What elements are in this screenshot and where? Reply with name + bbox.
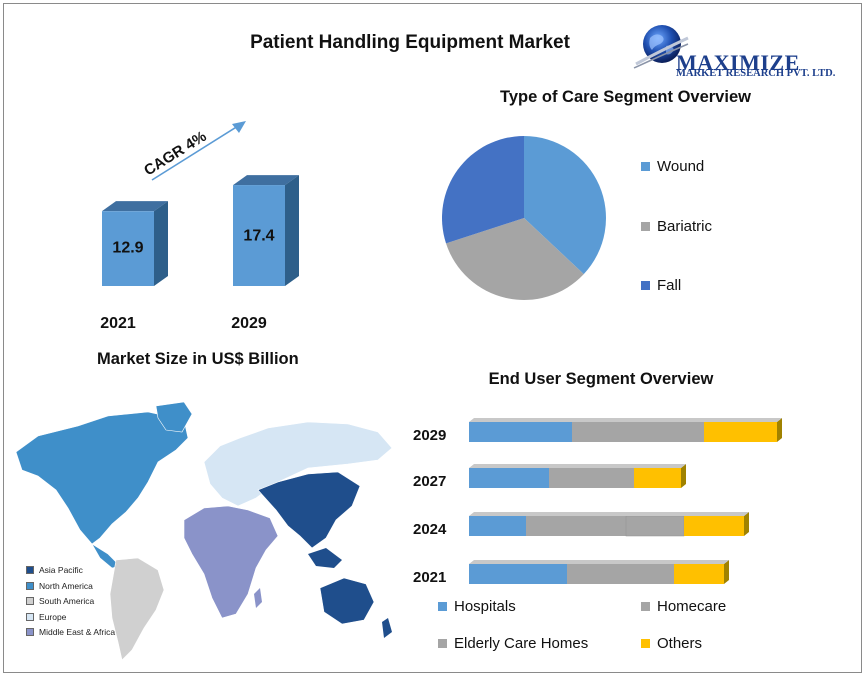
- map-legend-item: Europe: [26, 612, 66, 622]
- stack-segment-others: [704, 422, 777, 442]
- stack-segment-others: [634, 468, 681, 488]
- stack-top-cap: [469, 560, 729, 564]
- pie-slice-fall: [442, 136, 524, 244]
- cagr-label: CAGR 4%: [141, 128, 209, 180]
- stack-row-2024: [469, 512, 749, 537]
- map-legend-label: North America: [39, 580, 93, 591]
- map-legend-label: South America: [39, 596, 95, 606]
- bar-2021: [102, 201, 168, 286]
- map-region-greenland: [155, 401, 193, 433]
- stacked-legend-item: Hospitals: [438, 598, 516, 615]
- legend-label: Fall: [657, 277, 682, 294]
- map-legend-swatch: [26, 581, 34, 590]
- stack-row-2027: [469, 464, 686, 488]
- world-map: [15, 401, 393, 661]
- stack-end-cap: [744, 512, 749, 536]
- legend-swatch: [438, 639, 447, 648]
- map-legend-swatch: [26, 597, 34, 605]
- map-region-south-america: [109, 557, 165, 661]
- legend-swatch: [641, 639, 650, 648]
- globe-logo-icon: [633, 25, 689, 69]
- legend-swatch: [641, 281, 650, 290]
- stack-category-label: 2027: [413, 473, 446, 490]
- map-region-north-america: [15, 411, 189, 545]
- stack-end-cap: [777, 418, 782, 442]
- legend-label: Homecare: [657, 598, 727, 615]
- pie-legend-item: Wound: [641, 158, 704, 175]
- map-legend-label: Europe: [39, 611, 67, 622]
- map-legend-item: Asia Pacific: [26, 565, 83, 575]
- stacked-legend-item: Elderly Care Homes: [438, 635, 588, 652]
- stack-category-label: 2021: [413, 569, 446, 586]
- map-region-madagascar: [254, 588, 262, 608]
- map-region-asia-pacific: [257, 471, 361, 549]
- page-title: Patient Handling Equipment Market: [250, 32, 570, 53]
- stack-segment-hospitals: [469, 516, 526, 536]
- bar-category-label: 2029: [231, 315, 267, 332]
- stack-category-label: 2029: [413, 427, 446, 444]
- bar-value-label: 17.4: [243, 228, 274, 245]
- stack-end-cap: [724, 560, 729, 584]
- stack-segment-hospitals: [469, 422, 572, 442]
- legend-label: Elderly Care Homes: [454, 635, 589, 652]
- stack-segment-homecare: [549, 468, 634, 488]
- stack-top-cap: [469, 418, 782, 422]
- bar-2029: [233, 175, 299, 286]
- map-legend-item: South America: [26, 596, 94, 606]
- map-region-middle-east-africa: [183, 505, 279, 619]
- stack-row-2021: [469, 560, 729, 584]
- map-legend-swatch: [26, 612, 34, 621]
- cagr-arrow: [151, 121, 246, 181]
- map-legend-label: Asia Pacific: [39, 565, 83, 575]
- pie-legend-item: Fall: [641, 277, 681, 294]
- legend-label: Hospitals: [454, 598, 516, 615]
- logo-subtitle: MARKET RESEARCH PVT. LTD.: [676, 68, 836, 79]
- map-region-australia: [319, 577, 375, 625]
- legend-label: Bariatric: [657, 218, 713, 235]
- bars-layer: 12.9 2021 17.4 2029: [100, 175, 299, 332]
- stacked-chart-title: End User Segment Overview: [488, 370, 714, 388]
- stacked-legend-item: Others: [641, 635, 702, 652]
- stack-segment-homecare: [567, 564, 674, 584]
- market-size-chart: 12.9 2021 17.4 2029 CAGR 4%: [100, 121, 299, 332]
- stack-segment-elderly-care-homes: [625, 515, 685, 537]
- map-region-europe: [203, 421, 393, 507]
- stack-category-label: 2024: [413, 521, 447, 538]
- stack-end-cap: [681, 464, 686, 488]
- map-legend-item: Middle East & Africa: [26, 627, 115, 637]
- pie-chart-title: Type of Care Segment Overview: [500, 88, 751, 106]
- stack-row-2029: [469, 418, 782, 442]
- stacked-legend-item: Homecare: [641, 598, 726, 615]
- stack-segment-hospitals: [469, 468, 549, 488]
- stack-top-cap: [469, 464, 686, 468]
- type-of-care-pie-chart: [442, 136, 606, 300]
- map-region-new-zealand: [382, 618, 392, 638]
- legend-label: Others: [657, 635, 703, 652]
- map-legend-item: North America: [26, 581, 93, 591]
- stack-top-cap: [469, 512, 749, 516]
- legend-label: Wound: [657, 158, 705, 175]
- legend-swatch: [438, 602, 447, 611]
- stack-segment-homecare: [572, 422, 704, 442]
- logo-name: MAXIMIZE: [676, 50, 800, 75]
- bar-value-label: 12.9: [112, 239, 143, 256]
- end-user-stacked-chart: 2029 2027 2024 2021: [413, 418, 782, 586]
- x-axis-label: Market Size in US$ Billion: [97, 350, 299, 368]
- legend-swatch: [641, 602, 650, 611]
- pie-slice-wound: [524, 136, 606, 275]
- pie-slice-bariatric: [446, 218, 584, 300]
- stack-segment-others: [674, 564, 724, 584]
- map-region-southeast-asia: [308, 548, 342, 568]
- stack-segment-hospitals: [469, 564, 567, 584]
- map-legend-swatch: [26, 566, 34, 574]
- legend-swatch: [641, 162, 650, 171]
- bar-category-label: 2021: [100, 315, 136, 332]
- map-legend-swatch: [26, 628, 34, 636]
- stack-segment-others: [684, 516, 744, 536]
- legend-swatch: [641, 222, 650, 231]
- map-legend-label: Middle East & Africa: [39, 627, 116, 637]
- stack-segment-homecare: [526, 516, 626, 536]
- pie-legend-item: Bariatric: [641, 218, 712, 235]
